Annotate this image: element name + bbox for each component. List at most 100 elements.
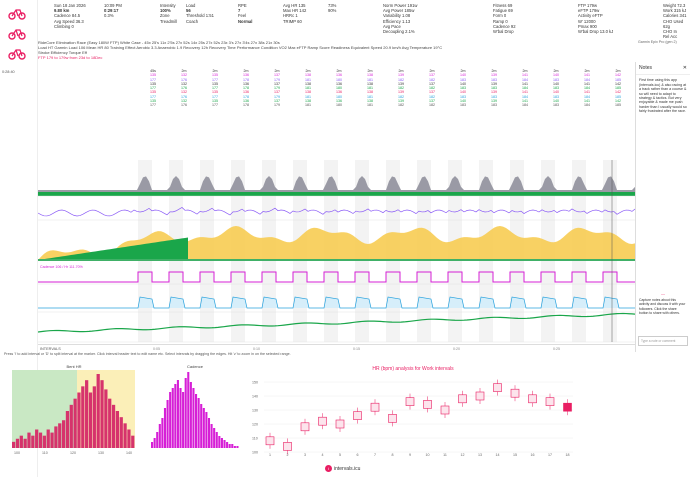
cadence-histogram[interactable]: Cadence [145,362,245,458]
work: Work 315 kJ [663,8,687,14]
interval-column[interactable]: 2m 139 183 139 183 139 183 139 183 [479,69,509,108]
norm-power: Norm Power 191w [383,3,418,8]
interval-value: 135 [150,99,156,104]
ftp-change-tag[interactable]: FTP 179 to 179w from 23d to 18Dec [38,55,103,60]
interval-button[interactable]: INTERVALS [40,347,61,351]
time-tick: 0:15 [353,347,360,351]
interval-value: 182 [398,77,404,82]
header-col-6: FTP 179w eFTP 179w Activity eFTP W' 1200… [578,3,613,34]
interval-value: 141 [522,73,528,78]
interval-value: 137 [274,90,280,95]
x-tick-label: 3 [304,453,306,457]
box[interactable] [283,442,292,451]
box[interactable] [440,405,450,415]
interval-column[interactable]: 2m 141 184 141 184 141 184 141 184 [510,69,540,108]
cadence-summary: Cadence 92 [493,23,516,29]
interval-value: 141 [522,90,528,95]
box[interactable] [545,397,555,406]
box[interactable] [510,388,520,398]
hr-histogram[interactable]: Bent HR 100 110 120 130 140 [4,362,140,458]
activity-header: Sun 18 Jan 2026 9.80 km Cadence 84.5 Avg… [38,0,690,40]
box[interactable] [335,419,345,429]
interval-column[interactable]: 45s 135 177 135 177 135 177 135 177 [138,69,168,108]
close-icon[interactable]: ✕ [682,65,687,71]
brand-footer[interactable]: i intervals.icu [325,465,360,472]
interval-column[interactable]: 2m 138 181 138 181 138 181 138 181 [355,69,385,108]
interval-column[interactable]: 2m 138 181 138 181 138 181 138 181 [293,69,323,108]
interval-value: 179 [274,103,280,108]
interval-column[interactable]: 2m 132 176 132 176 132 176 132 176 [169,69,199,108]
histogram-bar [174,384,177,448]
interval-value: 136 [336,99,342,104]
cycling-icon[interactable] [8,6,26,20]
interval-value: 135 [150,90,156,95]
interval-value: 141 [584,90,590,95]
interval-column[interactable]: 2m 136 178 136 178 136 178 136 178 [231,69,261,108]
box[interactable] [528,394,537,404]
interval-value: 141 [522,81,528,86]
histogram-bar [231,444,234,448]
interval-column[interactable]: 2m 137 182 137 182 137 182 137 182 [417,69,447,108]
cycling-icon[interactable] [8,46,26,60]
box[interactable] [423,400,432,409]
box[interactable] [300,422,310,432]
box[interactable] [353,411,362,420]
histogram-bar [205,412,208,448]
cycling-icon[interactable] [8,26,26,40]
timeline-bar[interactable]: INTERVALS 0:05 0:10 0:15 0:20 0:25 [38,344,635,352]
y-tick-label: 150 [252,381,258,385]
y-tick-label: 140 [252,395,258,399]
interval-value: 181 [305,77,311,82]
interval-value: 183 [553,77,559,82]
rpe-value[interactable]: 7 [238,8,241,14]
interval-value: 137 [429,90,435,95]
box[interactable] [370,402,380,412]
histogram-bar [163,408,167,448]
interval-value: 139 [398,90,404,95]
interval-value: 136 [243,90,249,95]
box[interactable] [475,391,485,401]
interval-value: 182 [429,94,435,99]
box[interactable] [405,397,415,406]
form: Form 0 [493,13,507,19]
interval-value: 142 [615,81,621,86]
histogram-title: Bent HR [66,364,81,369]
box[interactable] [318,416,327,426]
ramp: Ramp 0 [493,18,508,24]
interval-column[interactable]: 2m 136 180 136 180 136 180 136 180 [324,69,354,108]
interval-value: 181 [367,103,373,108]
histogram-bar [223,440,226,448]
interval-value: 2m [398,69,404,73]
interval-value: 184 [522,94,528,99]
interval-column[interactable]: 2m 137 179 137 179 137 179 137 179 [262,69,292,108]
box[interactable] [388,414,397,423]
feel-value[interactable]: Normal [238,18,253,24]
interval-column[interactable]: 2m 142 185 142 185 142 185 142 185 [603,69,633,108]
interval-column[interactable]: 2m 140 183 140 183 140 183 140 183 [448,69,478,108]
interval-value: 136 [243,73,249,78]
interval-value: 2m [522,69,528,73]
interval-value: 180 [336,94,342,99]
comment-input[interactable]: Type a note or comment [638,336,688,346]
interval-value: 183 [460,86,466,91]
box[interactable] [458,394,467,404]
interval-value: 136 [243,99,249,104]
interval-column[interactable]: 2m 135 177 135 177 135 177 135 177 [200,69,230,108]
interval-value: 139 [398,73,404,78]
interval-value: 141 [522,99,528,104]
box[interactable] [265,436,275,446]
interval-column[interactable]: 2m 140 183 140 183 140 183 140 183 [541,69,571,108]
interval-column[interactable]: 2m 141 184 141 184 141 184 141 184 [572,69,602,108]
hr-early-series [38,237,188,260]
interval-value: 135 [150,81,156,86]
interval-column[interactable]: 2m 139 182 139 182 139 182 139 182 [386,69,416,108]
histogram-bar [233,446,236,448]
box[interactable] [563,402,572,412]
x-tick-label: 11 [443,453,447,457]
interval-value: 2m [460,69,466,73]
cost-chip: — [661,291,665,296]
activity-charts[interactable]: Cadence 106 / Hr 111.70% [38,160,635,345]
hr-boxplot[interactable]: HR (bpm) analysis for Work intervals 150… [248,362,578,458]
box[interactable] [493,383,502,392]
interval-value: 183 [491,103,497,108]
